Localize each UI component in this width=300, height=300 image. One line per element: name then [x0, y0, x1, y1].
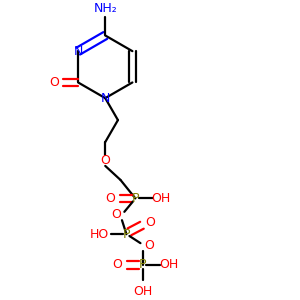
Text: N: N: [74, 45, 83, 58]
Text: OH: OH: [152, 192, 171, 205]
Text: O: O: [112, 258, 122, 272]
Text: HO: HO: [90, 228, 109, 241]
Text: O: O: [100, 154, 110, 167]
Text: P: P: [139, 258, 147, 272]
Text: P: P: [123, 228, 130, 241]
Text: O: O: [145, 216, 154, 229]
Text: O: O: [49, 76, 59, 89]
Text: N: N: [100, 92, 110, 105]
Text: P: P: [132, 192, 139, 205]
Text: OH: OH: [159, 258, 178, 272]
Text: NH₂: NH₂: [94, 2, 118, 14]
Text: O: O: [112, 208, 122, 221]
Text: O: O: [144, 239, 154, 252]
Text: O: O: [105, 192, 115, 205]
Text: OH: OH: [133, 285, 152, 298]
